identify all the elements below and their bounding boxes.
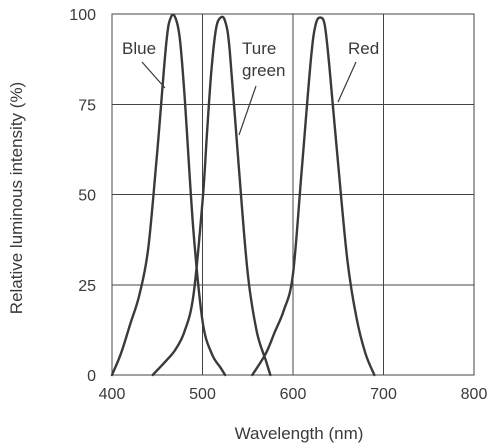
plot-frame bbox=[111, 13, 475, 376]
series-line-ture-green bbox=[151, 15, 272, 377]
series-leader-red bbox=[337, 61, 357, 103]
x-tick-label-800: 800 bbox=[461, 386, 488, 403]
y-tick-label-0: 0 bbox=[87, 368, 96, 385]
series-line-blue bbox=[110, 13, 227, 377]
y-axis-title: Relative luminous intensity (%) bbox=[7, 82, 26, 314]
series-leader-ture-green bbox=[238, 85, 257, 136]
series-label-ture-green-line-2: green bbox=[242, 61, 285, 80]
grid-layer bbox=[111, 13, 475, 376]
y-tick-label-25: 25 bbox=[78, 278, 96, 295]
x-tick-label-500: 500 bbox=[189, 386, 216, 403]
series-label-ture-green-line-1: Ture bbox=[242, 39, 276, 58]
curve-layer bbox=[110, 13, 376, 377]
y-tick-label-50: 50 bbox=[78, 188, 96, 205]
x-tick-label-400: 400 bbox=[99, 386, 126, 403]
tick-layer: 400 500 600 700 800 0 25 50 75 100 bbox=[69, 7, 487, 403]
series-line-red bbox=[251, 16, 376, 377]
series-label-layer: Blue Ture green Red bbox=[122, 39, 379, 136]
series-label-red: Red bbox=[348, 39, 379, 58]
y-tick-label-75: 75 bbox=[78, 97, 96, 114]
series-label-blue: Blue bbox=[122, 39, 156, 58]
x-tick-label-700: 700 bbox=[370, 386, 397, 403]
x-axis-title: Wavelength (nm) bbox=[235, 424, 364, 443]
series-leader-blue bbox=[141, 61, 166, 89]
y-tick-label-100: 100 bbox=[69, 7, 96, 24]
x-tick-label-600: 600 bbox=[280, 386, 307, 403]
